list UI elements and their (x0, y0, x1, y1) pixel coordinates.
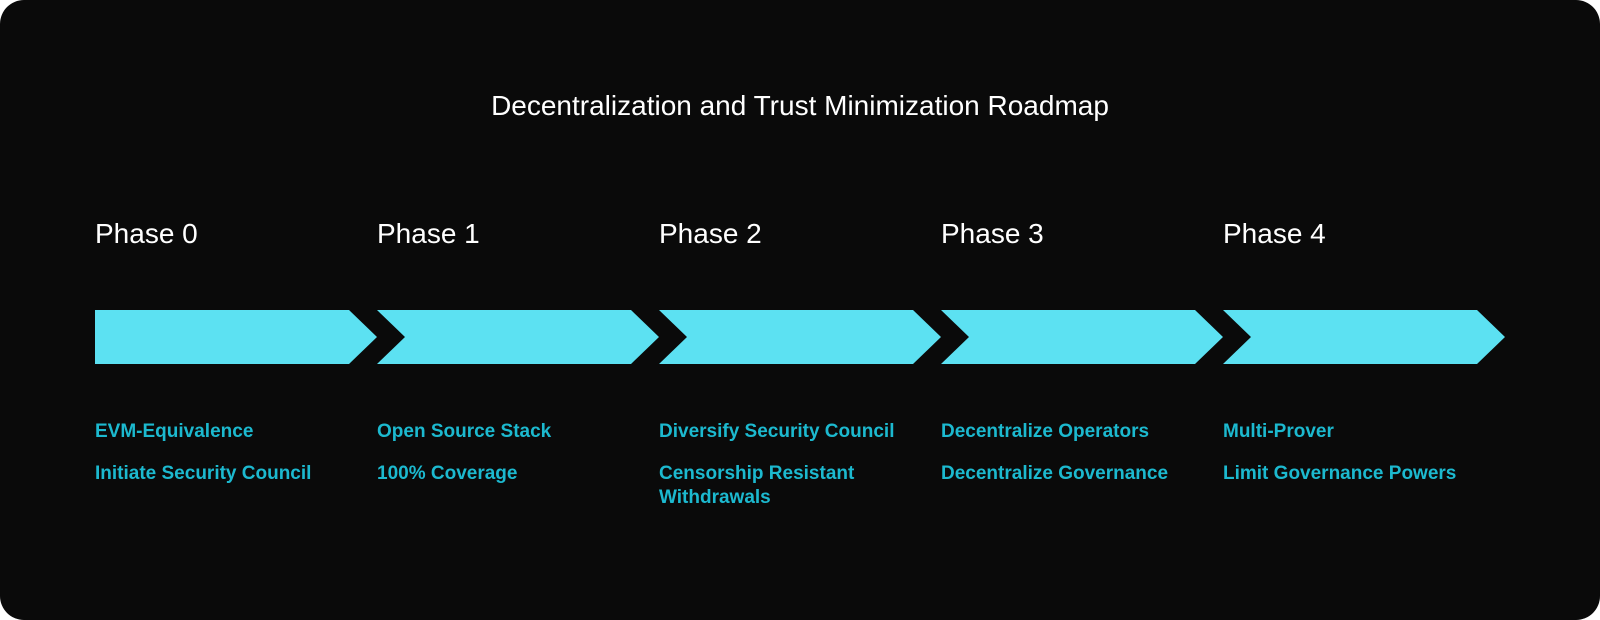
phase-items: Decentralize Operators Decentralize Gover… (941, 420, 1188, 486)
phase-item: Limit Governance Powers (1223, 462, 1456, 486)
phase-item: Censorship Resistant Withdrawals (659, 462, 921, 510)
phase-items: Diversify Security Council Censorship Res… (659, 420, 941, 509)
phase-column: Phase 3Decentralize OperatorsDecentraliz… (941, 0, 1223, 620)
roadmap-canvas: Decentralization and Trust Minimization … (0, 0, 1600, 620)
phase-item: Initiate Security Council (95, 462, 311, 486)
phases-row: Phase 0 EVM-Equivalence Initiate Security … (95, 0, 1505, 620)
phase-item: Open Source Stack (377, 420, 551, 444)
phase-items: Open Source Stack 100% Coverage (377, 420, 571, 486)
phase-item: Decentralize Governance (941, 462, 1168, 486)
phase-item: 100% Coverage (377, 462, 551, 486)
phase-column: Phase 1 Open Source Stack 100% Coverage (377, 0, 659, 620)
phase-items: Multi-Prover Limit Governance Powers (1223, 420, 1476, 486)
phase-column: Phase 2 Diversify Security Council Censors… (659, 0, 941, 620)
phase-column: Phase 4 Multi-Prover Limit Governance Powe… (1223, 0, 1505, 620)
phase-item: EVM-Equivalence (95, 420, 311, 444)
phase-column: Phase 0 EVM-Equivalence Initiate Security … (95, 0, 377, 620)
phase-title: Phase 1 (377, 218, 480, 250)
phase-title: Phase 3 (941, 218, 1044, 250)
phase-item: Multi-Prover (1223, 420, 1456, 444)
phase-item: Diversify Security Council (659, 420, 921, 444)
phase-items: EVM-Equivalence Initiate Security Council (95, 420, 331, 486)
phase-title: Phase 0 (95, 218, 198, 250)
phase-item: Decentralize Operators (941, 420, 1168, 444)
phase-title: Phase 2 (659, 218, 762, 250)
phase-title: Phase 4 (1223, 218, 1326, 250)
